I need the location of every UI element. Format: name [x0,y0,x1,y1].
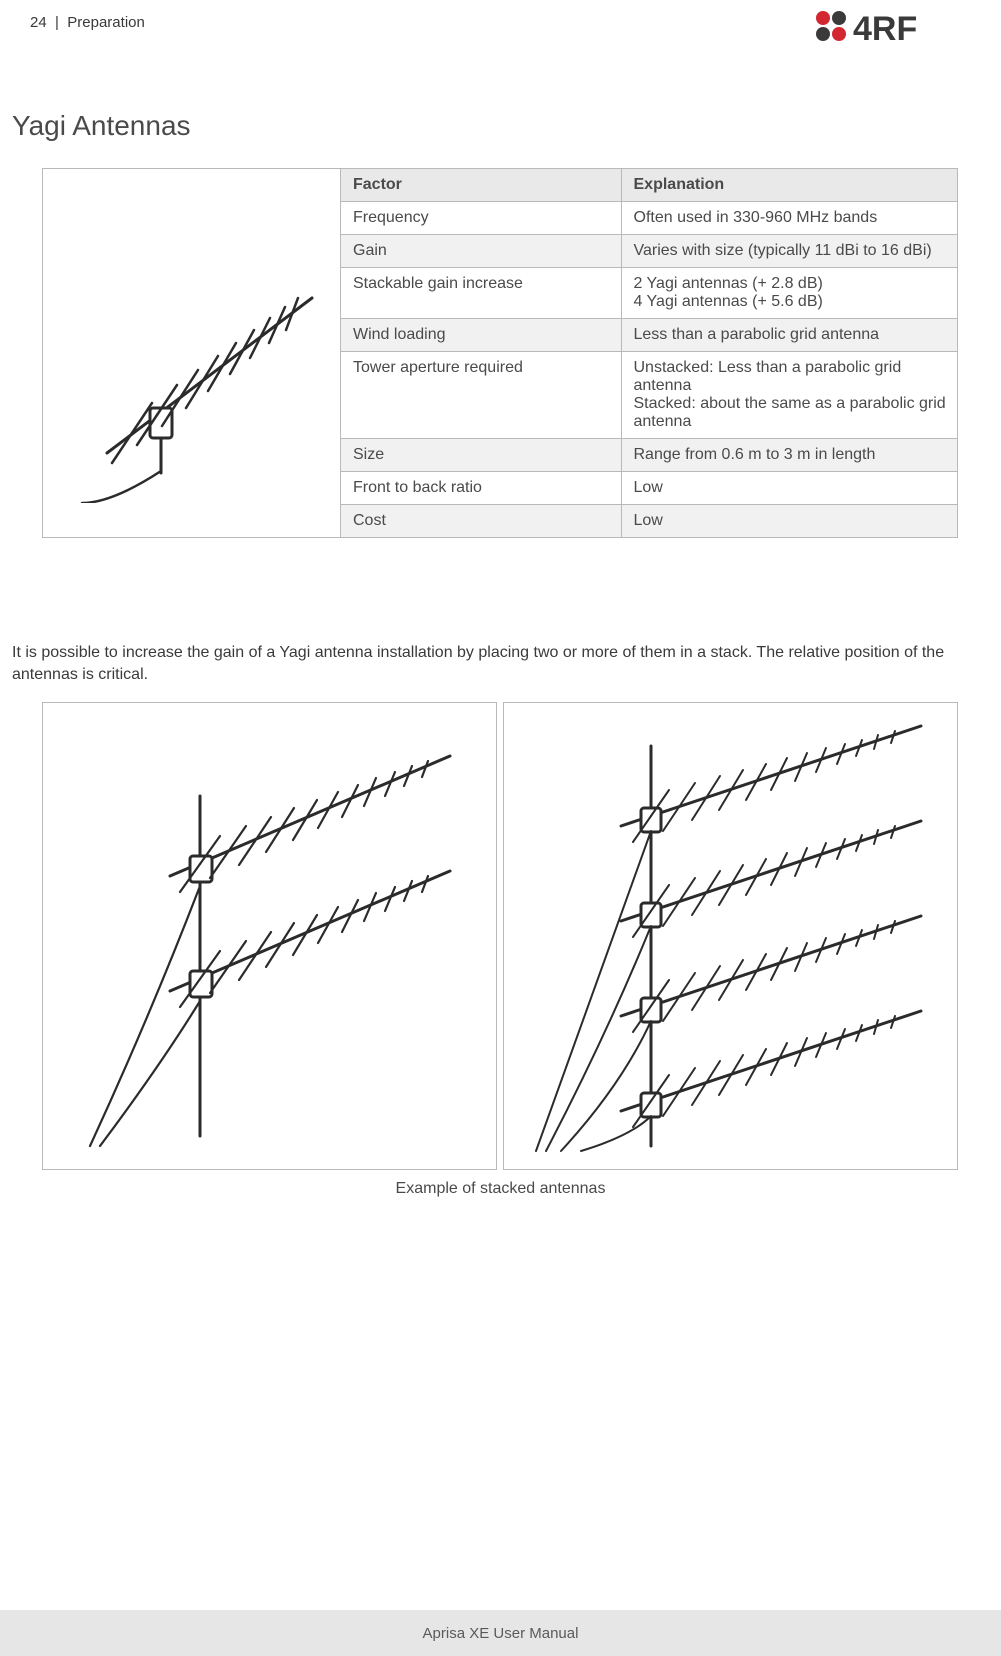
table-row: GainVaries with size (typically 11 dBi t… [341,235,957,268]
table-row: Tower aperture requiredUnstacked: Less t… [341,352,957,439]
explanation-cell: Low [621,505,957,538]
stack-two-illustration [42,702,497,1170]
header-breadcrumb: 24 | Preparation [30,14,145,31]
breadcrumb-sep: | [55,14,59,31]
yagi-single-svg [52,203,332,503]
explanation-cell: Unstacked: Less than a parabolic grid an… [621,352,957,439]
footer-text: Aprisa XE User Manual [423,1625,579,1642]
yagi-single-illustration [43,169,341,537]
stack-four-svg [511,716,951,1156]
factor-cell: Tower aperture required [341,352,621,439]
page-number: 24 [30,14,47,31]
col-explanation: Explanation [621,169,957,202]
factor-cell: Gain [341,235,621,268]
figure-caption: Example of stacked antennas [0,1180,1001,1198]
factor-data-table: Factor Explanation FrequencyOften used i… [341,169,957,537]
stacked-illustrations [42,702,958,1170]
explanation-cell: Low [621,472,957,505]
explanation-cell: Often used in 330-960 MHz bands [621,202,957,235]
table-header-row: Factor Explanation [341,169,957,202]
table-row: SizeRange from 0.6 m to 3 m in length [341,439,957,472]
section-title: Yagi Antennas [12,110,191,142]
body-paragraph: It is possible to increase the gain of a… [12,642,991,685]
brand-logo: 4RF [811,6,961,53]
table-row: Front to back ratioLow [341,472,957,505]
page-header: 24 | Preparation 4RF [0,0,1001,48]
stack-four-illustration [503,702,958,1170]
explanation-cell: Varies with size (typically 11 dBi to 16… [621,235,957,268]
factor-cell: Size [341,439,621,472]
factor-cell: Stackable gain increase [341,268,621,319]
factor-cell: Front to back ratio [341,472,621,505]
factor-cell: Wind loading [341,319,621,352]
factor-cell: Frequency [341,202,621,235]
table-row: CostLow [341,505,957,538]
explanation-cell: 2 Yagi antennas (+ 2.8 dB) 4 Yagi antenn… [621,268,957,319]
explanation-cell: Less than a parabolic grid antenna [621,319,957,352]
logo-svg: 4RF [811,6,961,48]
explanation-cell: Range from 0.6 m to 3 m in length [621,439,957,472]
svg-text:4RF: 4RF [853,10,917,48]
table-row: Wind loadingLess than a parabolic grid a… [341,319,957,352]
table-row: Stackable gain increase2 Yagi antennas (… [341,268,957,319]
factor-cell: Cost [341,505,621,538]
factor-table: Factor Explanation FrequencyOften used i… [42,168,958,538]
section-name: Preparation [67,14,145,31]
col-factor: Factor [341,169,621,202]
page: 24 | Preparation 4RF Yagi Antennas [0,0,1001,1656]
page-footer: Aprisa XE User Manual [0,1610,1001,1656]
table-row: FrequencyOften used in 330-960 MHz bands [341,202,957,235]
stack-two-svg [50,716,490,1156]
